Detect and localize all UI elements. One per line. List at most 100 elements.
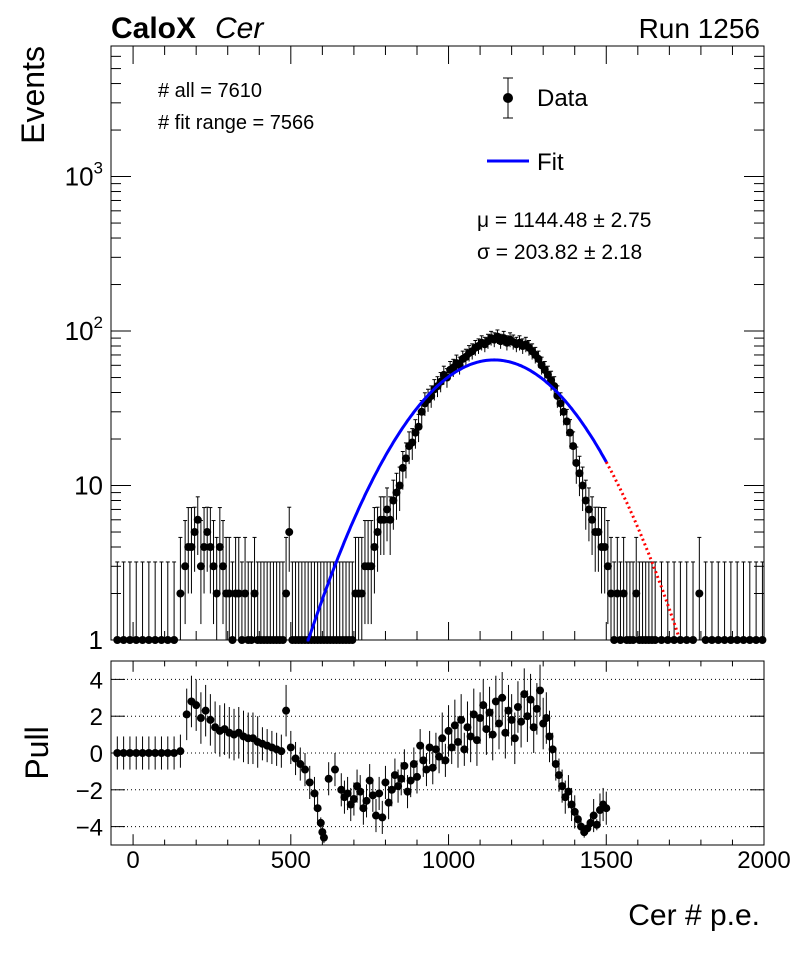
pull-point [419, 756, 428, 765]
pull-point [310, 789, 319, 798]
pull-point [472, 736, 481, 745]
data-point [414, 422, 423, 431]
data-point [739, 636, 748, 644]
pull-point [523, 712, 532, 721]
data-point [663, 636, 672, 644]
data-point [250, 589, 259, 598]
data-point [392, 488, 401, 497]
data-point [689, 636, 698, 644]
pull-point [286, 743, 295, 752]
pull-point [476, 714, 485, 723]
data-point [547, 376, 556, 385]
pull-point [554, 771, 563, 780]
pull-point [337, 785, 346, 794]
pull-point [435, 752, 444, 761]
data-point [578, 481, 587, 490]
data-point [200, 542, 209, 551]
pull-point [466, 732, 475, 741]
pull-point [406, 776, 415, 785]
pull-point [319, 833, 328, 842]
data-point [619, 589, 628, 598]
pull-point [454, 737, 463, 746]
pull-point [573, 815, 582, 824]
data-point [206, 542, 215, 551]
legend-data-marker [503, 93, 513, 103]
data-point [144, 636, 153, 644]
pull-point [438, 734, 447, 743]
pull-point [488, 730, 497, 739]
pull-point [513, 703, 522, 711]
data-point [282, 589, 291, 598]
pull-point [163, 749, 172, 757]
data-point [613, 589, 622, 598]
pull-y-tick-label: 0 [90, 741, 103, 768]
data-point [745, 636, 754, 644]
pull-point [394, 782, 403, 791]
data-point [701, 636, 710, 644]
pull-point [507, 715, 516, 724]
data-point [212, 589, 221, 598]
stats-all: # all = 7610 [158, 80, 262, 102]
pull-point [371, 811, 380, 820]
pull-point [412, 772, 421, 781]
data-point [237, 636, 246, 644]
pull-point [495, 719, 504, 728]
pull-point [520, 690, 529, 699]
data-point [176, 589, 185, 598]
pull-point [536, 686, 545, 695]
legend-fit-label: Fit [537, 149, 564, 176]
pull-point [447, 743, 456, 752]
pull-point [313, 804, 322, 813]
legend-data-label: Data [537, 85, 588, 112]
x-tick-label: 500 [271, 847, 311, 874]
data-point [196, 562, 205, 571]
data-point [657, 636, 666, 644]
data-point [726, 636, 735, 644]
data-point [348, 636, 357, 644]
pull-plot-frame [110, 660, 765, 846]
pull-point [375, 789, 384, 798]
y-tick-label: 102 [65, 313, 103, 346]
pull-point [176, 747, 185, 756]
fit-extrapolation-line [604, 461, 681, 638]
data-point [408, 438, 417, 447]
data-point [752, 636, 761, 644]
data-point [125, 636, 134, 644]
data-point [190, 528, 199, 537]
data-point [218, 562, 227, 571]
data-point [572, 458, 581, 467]
data-point [113, 636, 122, 644]
data-point [603, 562, 612, 571]
data-point [203, 528, 212, 537]
y-tick-label: 10 [74, 471, 103, 501]
data-point [758, 636, 767, 644]
fit-param-sigma: σ = 203.82 ± 2.18 [477, 241, 642, 264]
pull-point [469, 710, 478, 719]
data-point [379, 515, 388, 524]
pull-point [558, 782, 567, 791]
pull-point [482, 725, 491, 734]
data-point [193, 515, 202, 524]
data-point [163, 636, 172, 644]
pull-point [390, 771, 399, 780]
data-point [170, 636, 179, 644]
pull-point [498, 693, 507, 702]
pull-point [463, 723, 472, 732]
pull-point [491, 697, 500, 706]
pull-point [425, 743, 434, 752]
data-point [151, 636, 160, 644]
data-point [383, 505, 392, 514]
pull-point [397, 774, 406, 783]
data-point [733, 636, 742, 644]
pull-point [567, 800, 576, 809]
data-point [187, 542, 196, 551]
pull-point [330, 765, 339, 774]
pull-point [196, 714, 205, 723]
pull-point [422, 765, 431, 774]
run-label: Run 1256 [639, 13, 760, 44]
data-point [157, 636, 166, 644]
data-point [401, 454, 410, 463]
data-point [707, 636, 716, 644]
channel-title: Cer [215, 12, 264, 45]
data-point [594, 528, 603, 537]
